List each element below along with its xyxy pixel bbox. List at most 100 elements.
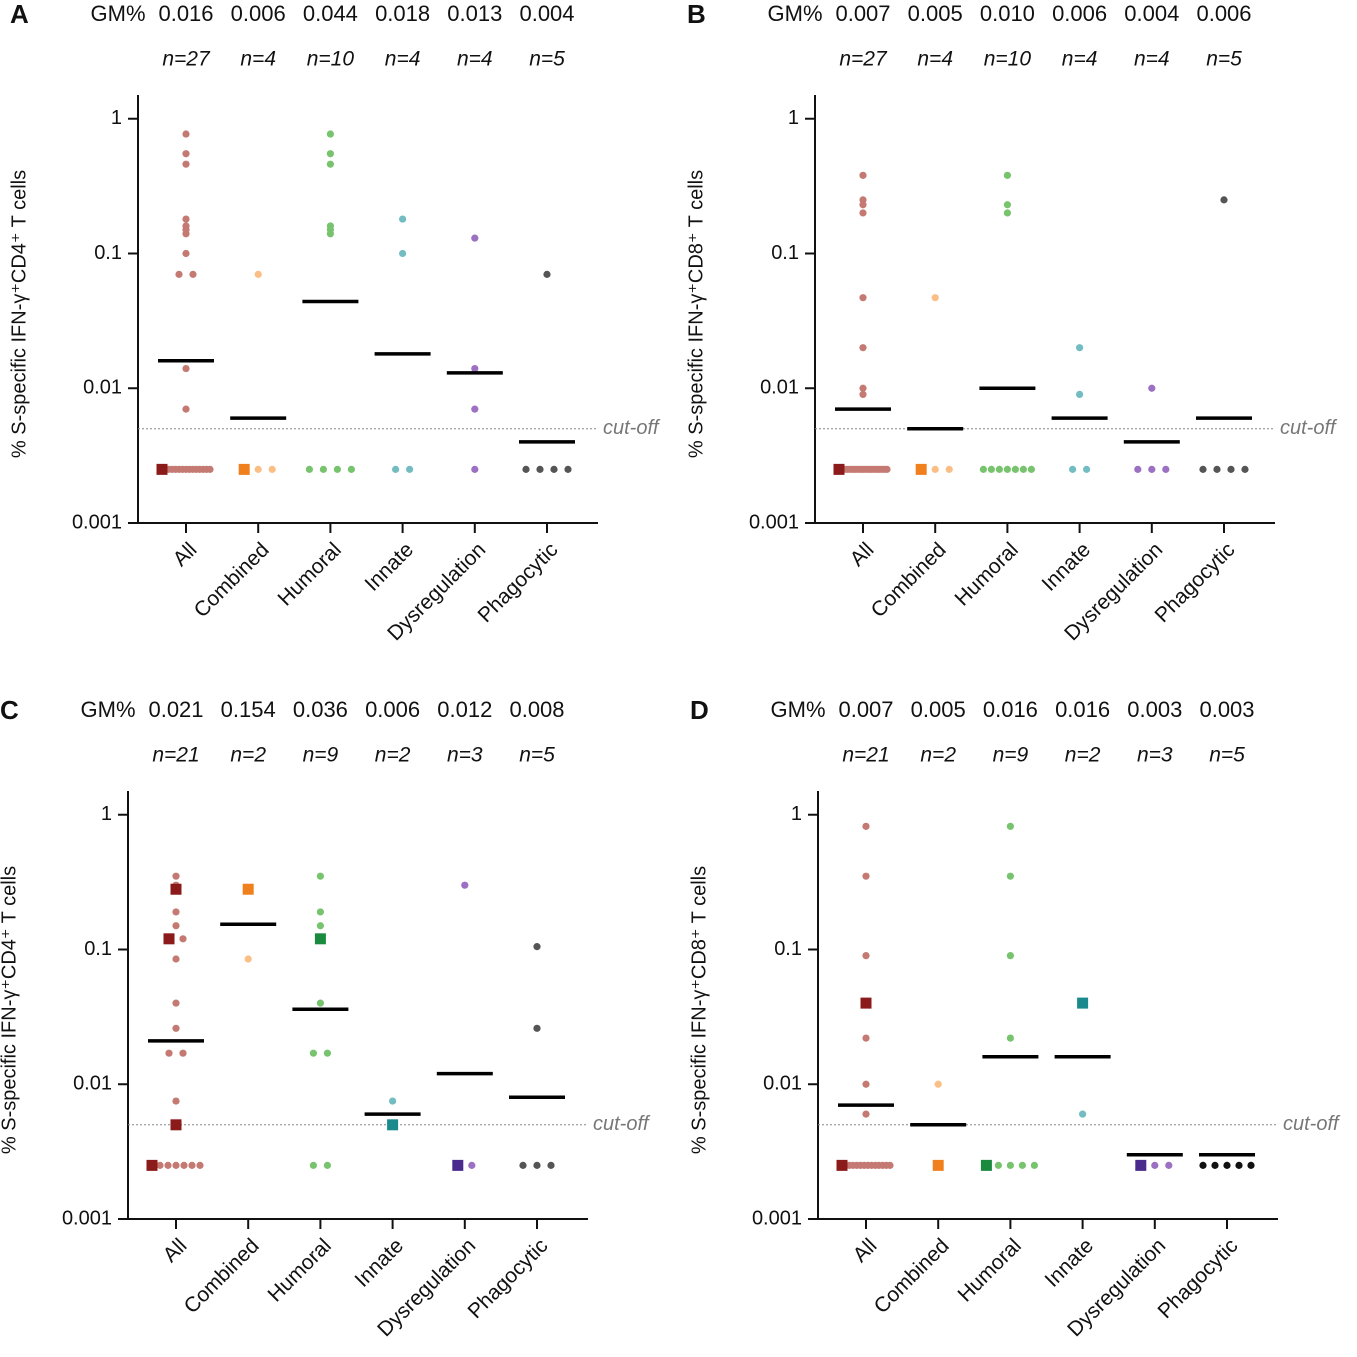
data-point (172, 955, 180, 963)
n-label: n=10 (307, 48, 355, 71)
data-point (326, 160, 334, 168)
data-point (392, 465, 400, 473)
data-point (182, 405, 190, 413)
data-point (994, 1161, 1002, 1169)
data-point (859, 390, 867, 399)
data-point (1003, 209, 1011, 217)
data-square (932, 1159, 944, 1171)
data-square (146, 1159, 158, 1171)
y-tick-label: 0.01 (83, 377, 122, 399)
data-point (979, 465, 987, 473)
data-point (1083, 465, 1091, 473)
data-point (1162, 465, 1170, 473)
data-point (859, 209, 867, 217)
data-point (471, 405, 479, 413)
data-point (862, 872, 870, 880)
y-axis-label: % S-specific IFN-γ⁺CD8⁺ T cells (688, 866, 710, 1154)
y-tick-label: 0.001 (72, 511, 122, 533)
gm-header: GM% (771, 697, 826, 722)
data-square (242, 883, 254, 895)
data-point (1213, 465, 1221, 473)
data-point (1027, 465, 1035, 473)
data-point (1223, 1161, 1231, 1169)
data-point (399, 215, 407, 223)
x-tick-label: Innate (361, 538, 419, 596)
data-point (254, 465, 262, 473)
n-label: n=9 (993, 744, 1029, 767)
data-point (180, 1161, 188, 1169)
n-label: n=2 (920, 744, 956, 767)
y-axis-label: % S-specific IFN-γ⁺CD4⁺ T cells (8, 170, 30, 458)
data-point (326, 230, 334, 238)
data-point (468, 1161, 476, 1169)
y-tick-label: 0.1 (84, 938, 112, 960)
data-square (387, 1119, 399, 1131)
gm-value: 0.007 (838, 697, 893, 722)
data-square (980, 1159, 992, 1171)
gm-value: 0.044 (303, 1, 358, 26)
gm-header: GM% (768, 1, 823, 26)
data-point (254, 270, 262, 278)
gm-header: GM% (91, 1, 146, 26)
x-tick-label: Humoral (950, 538, 1022, 610)
n-label: n=5 (529, 48, 565, 71)
n-label: n=3 (1137, 744, 1173, 767)
data-square (836, 1159, 848, 1171)
y-tick-label: 0.001 (62, 1207, 112, 1229)
n-label: n=4 (917, 48, 953, 71)
gm-value: 0.006 (1052, 1, 1107, 26)
data-point (179, 1049, 187, 1057)
panel-letter: C (0, 695, 19, 725)
data-square (156, 463, 168, 475)
gm-value: 0.004 (519, 1, 574, 26)
gm-value: 0.010 (980, 1, 1035, 26)
panel-letter: A (10, 0, 29, 29)
data-point (1079, 1110, 1087, 1118)
gm-value: 0.006 (365, 697, 420, 722)
gm-value: 0.012 (437, 697, 492, 722)
x-tick-label: Humoral (953, 1234, 1025, 1306)
data-point (1006, 1161, 1014, 1169)
data-point (533, 943, 541, 951)
y-tick-label: 1 (788, 107, 799, 129)
gm-value: 0.021 (148, 697, 203, 722)
data-point (182, 130, 190, 138)
data-point (550, 465, 558, 473)
data-point (862, 1110, 870, 1118)
data-point (189, 270, 197, 278)
gm-value: 0.004 (1124, 1, 1179, 26)
y-tick-label: 0.01 (73, 1073, 112, 1095)
cutoff-label: cut-off (1283, 1113, 1341, 1135)
x-tick-label: All (849, 1234, 882, 1267)
data-square (833, 463, 845, 475)
data-point (859, 201, 867, 209)
cutoff-label: cut-off (1280, 417, 1338, 439)
data-point (1003, 201, 1011, 209)
n-label: n=2 (1065, 744, 1101, 767)
data-point (172, 1161, 180, 1169)
y-tick-label: 0.01 (760, 377, 799, 399)
data-point (1241, 465, 1249, 473)
n-label: n=3 (447, 744, 483, 767)
x-tick-label: Combined (190, 538, 274, 622)
y-tick-label: 1 (111, 107, 122, 129)
data-point (1151, 1161, 1159, 1169)
data-point (406, 465, 414, 473)
data-point (522, 465, 530, 473)
data-point (182, 249, 190, 258)
gm-value: 0.013 (447, 1, 502, 26)
data-point (172, 922, 180, 930)
gm-value: 0.006 (231, 1, 286, 26)
data-point (859, 294, 867, 302)
gm-value: 0.154 (221, 697, 276, 722)
data-point (1019, 465, 1027, 473)
data-point (987, 465, 995, 473)
data-point (179, 935, 187, 943)
data-point (316, 908, 324, 916)
y-axis-label: % S-specific IFN-γ⁺CD4⁺ T cells (0, 866, 20, 1154)
data-point (1148, 465, 1156, 473)
data-point (1199, 1161, 1207, 1169)
x-tick-label: Combined (870, 1234, 954, 1318)
data-point (326, 130, 334, 138)
